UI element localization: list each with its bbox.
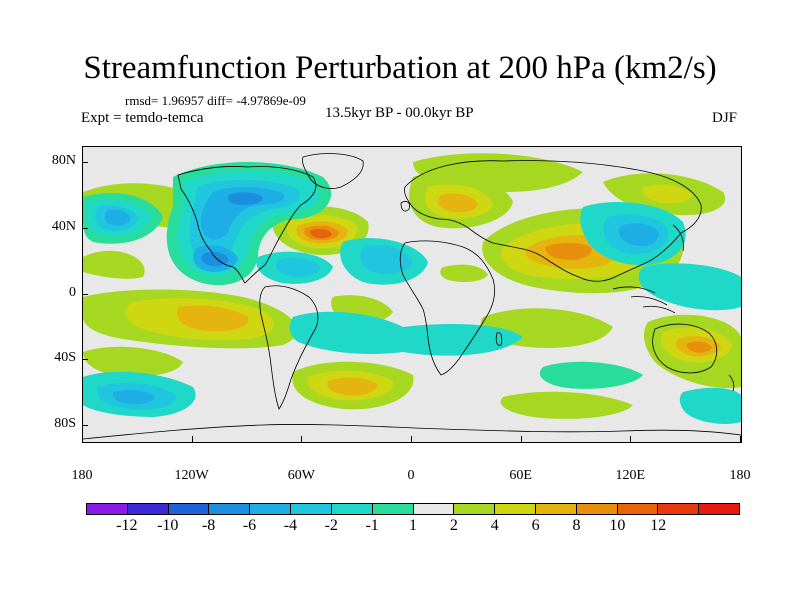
colorbar-label: -6 [242,517,257,534]
colorbar-swatch [209,504,251,514]
colorbar-swatch [372,504,414,514]
coastline-north-america [177,166,317,284]
contour-e-asia-neg-4 [618,223,659,247]
contour-s-pacific-pos [83,346,183,377]
contour-europe-pos-4 [438,193,478,213]
contour-mid-pacific-pos [83,250,145,279]
map-title: Streamfunction Perturbation at 200 hPa (… [83,50,717,86]
x-tick-mark [630,436,632,442]
contour-caribbean-neg-2 [275,257,321,277]
coastline-africa [399,240,495,376]
colorbar-swatch [617,504,659,514]
coastlines [83,153,741,440]
y-tick-mark [82,424,88,426]
x-tick-label: 60W [287,468,315,483]
contour-n-atlantic-pos-8 [310,229,332,239]
contour-tropical-pacific-pos-4 [177,305,249,332]
y-tick-label: 0 [69,284,76,300]
colorbar-swatch [87,504,128,514]
coastline-new-zealand [728,374,735,392]
colorbar-label: 2 [449,517,458,534]
contour-s-ocean-pos [500,391,633,419]
coastline-eurasia [404,160,702,282]
y-tick-mark [82,293,88,295]
contour-n-pacific-neg-4 [104,209,131,226]
colorbar-swatch [535,504,577,514]
colorbar-swatch [699,504,739,514]
colorbar-label: 6 [531,517,540,534]
period-label: 13.5kyr BP - 00.0kyr BP [325,105,474,121]
colorbar-swatch [291,504,332,514]
x-tick-label: 180 [71,468,93,483]
colorbar-label: -4 [283,517,298,534]
coastline-maritime-continent [612,286,676,314]
colorbar-swatch [658,504,700,514]
colorbar-swatch [413,504,455,514]
coastline-japan [672,224,684,252]
colorbar-label: 12 [650,517,667,534]
contour-se-pacific-neg [679,387,741,424]
y-tick-label: 80N [51,153,76,169]
y-tick-label: 40S [54,350,76,366]
colorbar-swatch [495,504,536,514]
contour-n-america-neg-6 [227,192,263,205]
colorbar-label: -8 [201,517,216,534]
coastline-madagascar [495,332,503,346]
contour-e-atlantic-neg-2 [359,245,413,275]
y-tick-mark [82,359,88,361]
y-tick-mark [82,227,88,229]
colorbar [86,503,740,515]
contour-fills [83,153,741,424]
contour-s-indian-neg [539,361,643,389]
contour-map [83,147,741,442]
contour-s-pacific-neg-4 [112,389,155,405]
colorbar-label: -1 [365,517,379,534]
contour-nw-pacific-pos-2 [641,184,693,204]
y-tick-label: 40N [51,218,76,234]
x-tick-mark [82,436,83,442]
colorbar-label: 8 [572,517,581,534]
contour-asia-pos-6 [545,242,592,260]
colorbar-swatch [454,504,496,514]
experiment-label: Expt = temdo-temca [81,110,204,126]
colorbar-swatch [127,504,169,514]
contour-australia-pos-6 [686,341,712,353]
coastline-british-isles [400,201,410,212]
coastline-antarctica [83,424,741,440]
x-tick-mark [301,436,303,442]
colorbar-swatch [250,504,292,514]
x-tick-label: 120W [174,468,209,483]
coastline-greenland [302,153,364,189]
colorbar-label: -10 [157,517,179,534]
rmsd-diff-stats: rmsd= 1.96957 diff= -4.97869e-09 [125,93,306,108]
coastline-australia [652,323,718,374]
colorbar-label: -2 [324,517,338,534]
x-tick-label: 120E [615,468,646,483]
colorbar-label: 4 [490,517,499,534]
x-tick-label: 60E [509,468,532,483]
contour-w-pacific-neg [638,263,741,311]
contour-s-atlantic-pos-4 [327,377,378,396]
y-tick-label: 80S [54,415,76,431]
x-tick-label: 180 [729,468,751,483]
x-tick-mark [411,436,412,442]
y-tick-mark [82,162,88,164]
x-tick-mark [740,436,741,442]
contour-s-america-neg [289,311,523,356]
map-plot-area [82,146,742,443]
colorbar-swatch [331,504,373,514]
colorbar-label: -12 [116,517,138,534]
contour-atlantic-equator-pos [440,264,488,283]
season-label: DJF [712,110,738,126]
x-tick-mark [191,436,193,442]
colorbar-swatch [168,504,210,514]
x-tick-label: 0 [407,468,415,483]
contour-n-america-neg-4 [200,186,284,240]
colorbar-swatch [576,504,618,514]
colorbar-label: 10 [609,517,626,534]
colorbar-label: 1 [409,517,417,534]
coastline-south-america [259,285,319,410]
x-tick-mark [520,436,522,442]
